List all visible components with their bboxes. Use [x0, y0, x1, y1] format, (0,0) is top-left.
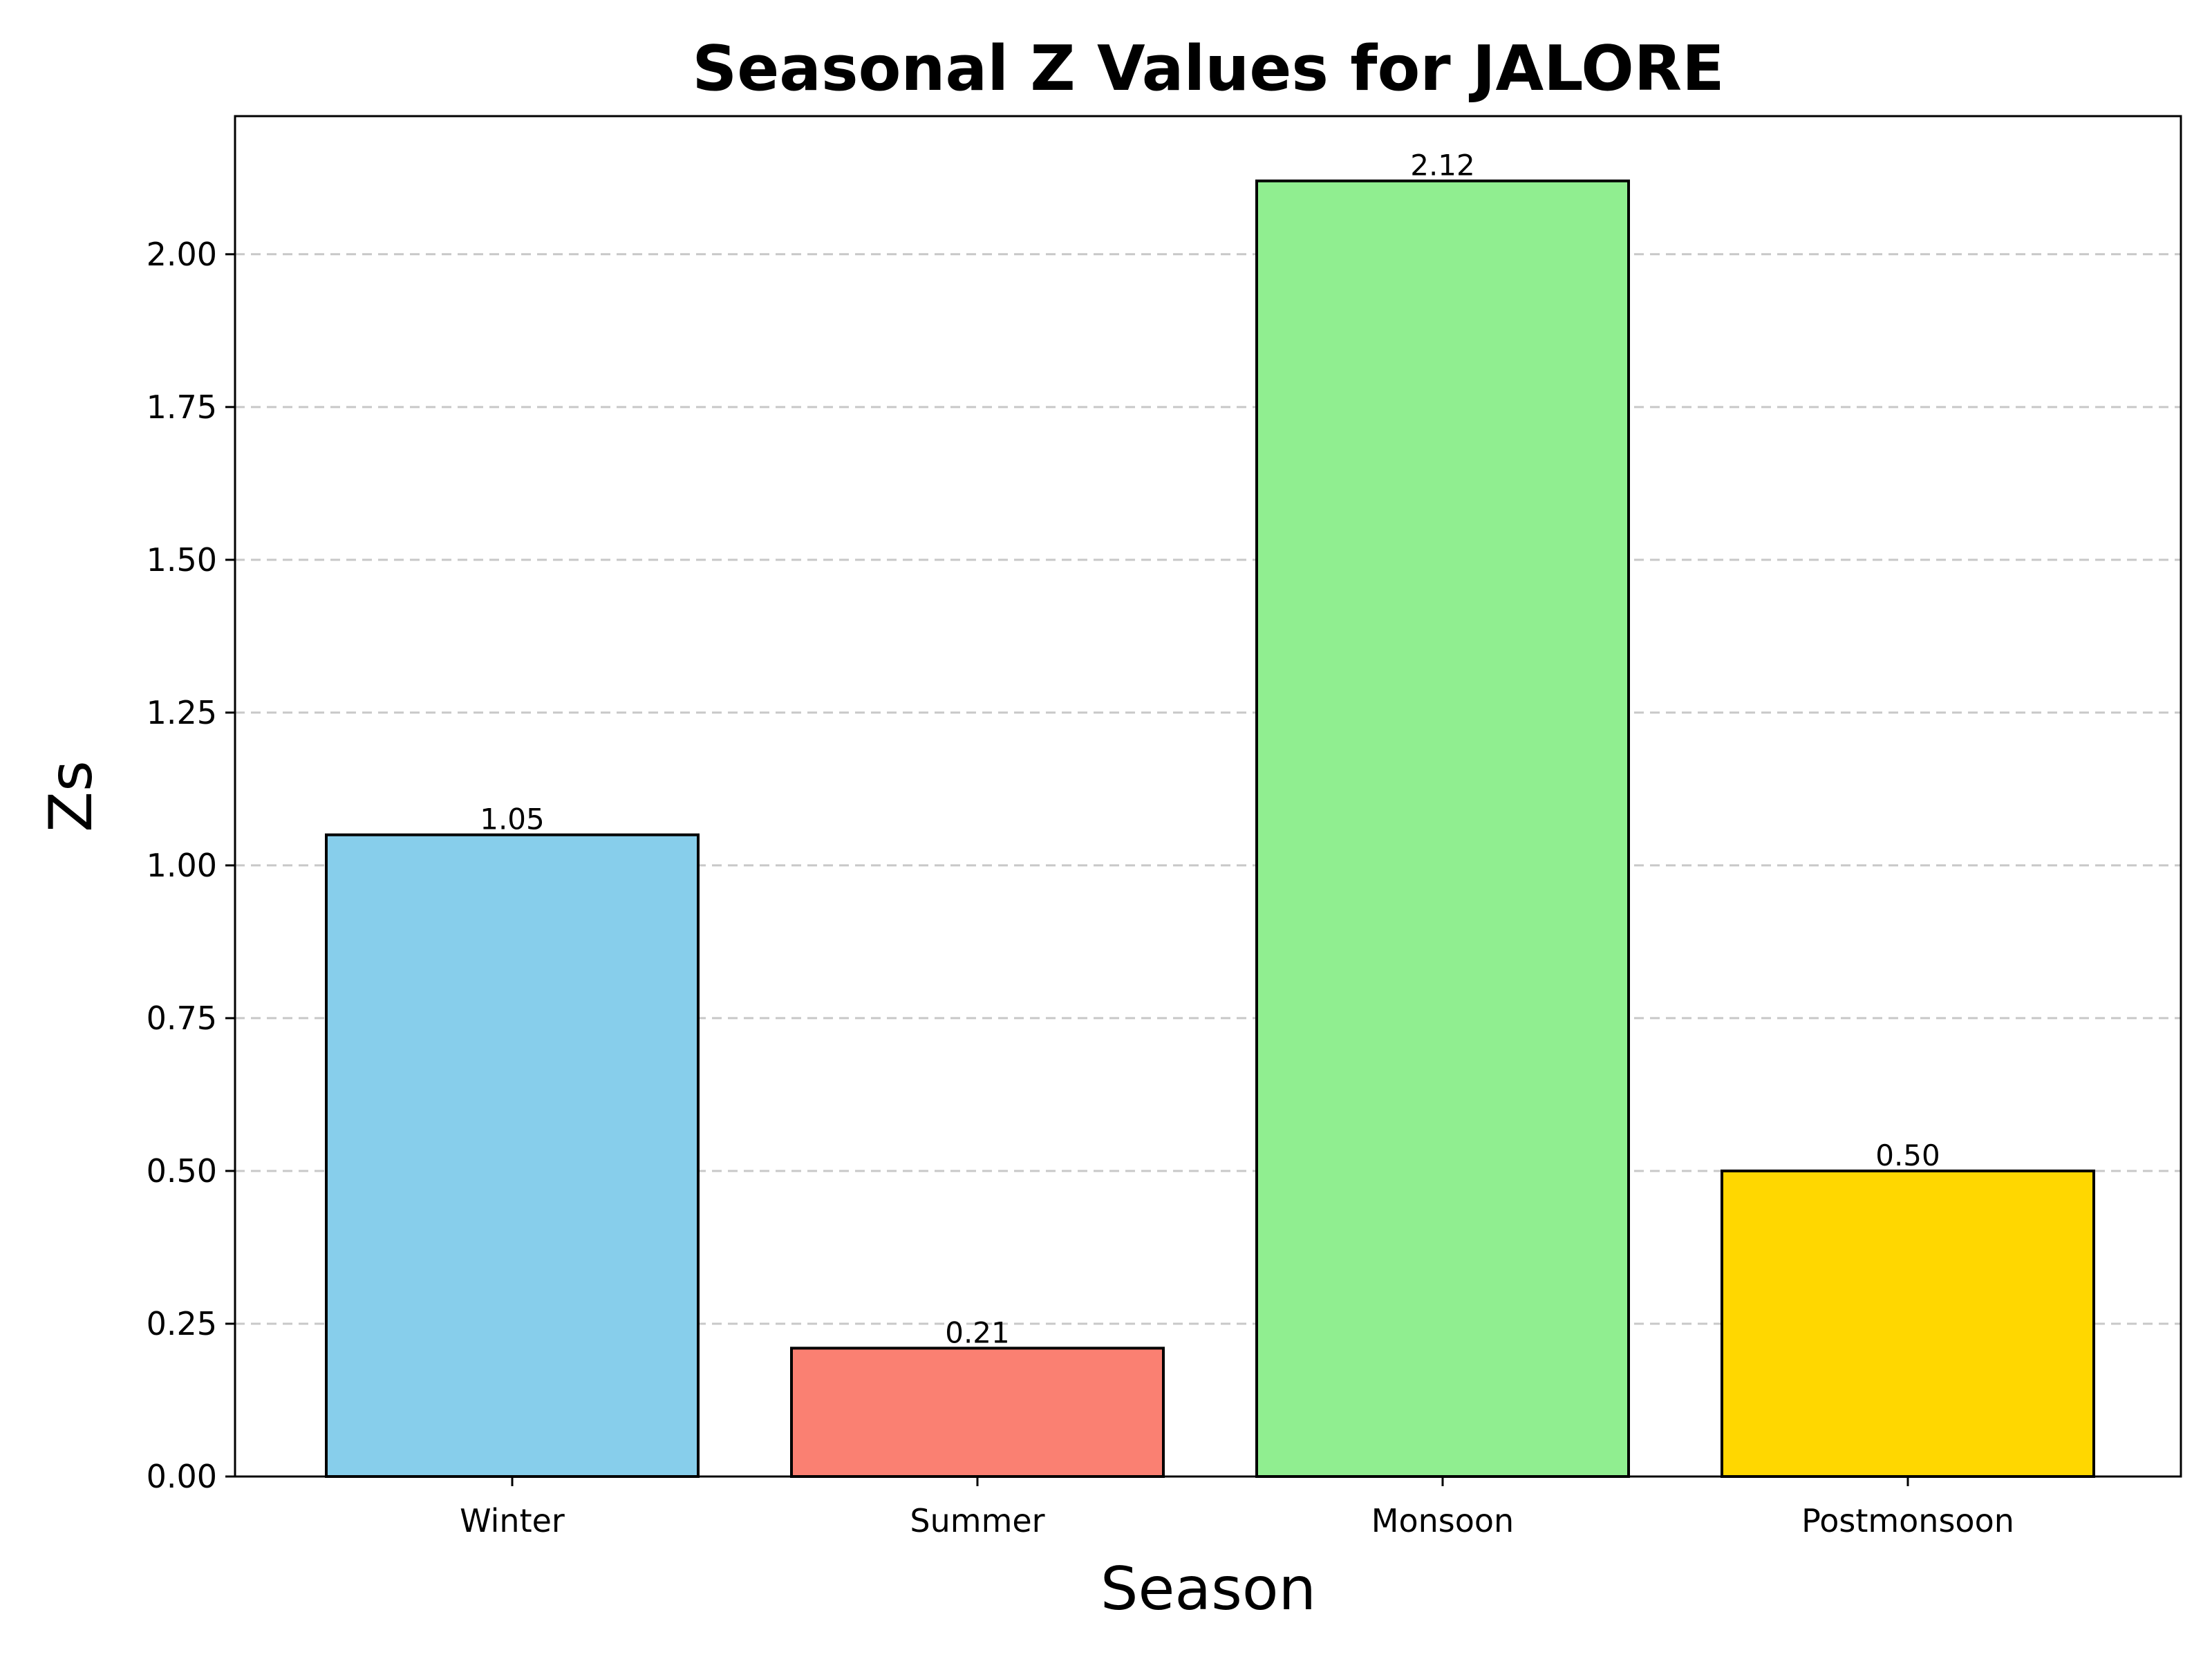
- x-tick-label: Winter: [460, 1502, 565, 1539]
- y-tick-label: 0.25: [147, 1305, 217, 1342]
- bar-value-label: 2.12: [1410, 149, 1475, 182]
- bar-value-labels: 1.05 0.21 2.12 0.50: [480, 149, 1940, 1350]
- bars: [325, 179, 2095, 1479]
- y-tick-label: 1.50: [147, 541, 217, 579]
- y-tick-label: 1.75: [147, 388, 217, 426]
- x-axis-ticks: Winter Summer Monsoon Postmonsoon: [460, 1477, 2014, 1539]
- bar-summer: [790, 1347, 1165, 1478]
- y-tick-label: 1.25: [147, 694, 217, 731]
- x-tick-label: Summer: [910, 1502, 1044, 1539]
- y-tick-label: 0.75: [147, 1000, 217, 1037]
- x-axis-label: Season: [1100, 1555, 1316, 1624]
- y-tick-label: 0.00: [147, 1458, 217, 1495]
- y-axis-ticks: 0.00 0.25 0.50 0.75 1.00 1.25 1.50 1.75 2.00: [147, 236, 235, 1495]
- bar-winter: [325, 833, 700, 1478]
- y-tick-label: 0.50: [147, 1152, 217, 1190]
- x-tick-label: Postmonsoon: [1801, 1502, 2014, 1539]
- chart-title: Seasonal Z Values for JALORE: [692, 32, 1724, 105]
- bar-monsoon: [1255, 179, 1630, 1479]
- bar-value-label: 0.21: [945, 1315, 1010, 1349]
- y-axis-label: Zs: [37, 760, 106, 832]
- x-tick-label: Monsoon: [1371, 1502, 1514, 1539]
- bar-value-label: 0.50: [1875, 1138, 1940, 1172]
- bar-postmonsoon: [1721, 1169, 2095, 1479]
- plot-frame: [234, 115, 2182, 1478]
- bar-value-label: 1.05: [480, 803, 545, 836]
- y-tick-label: 1.00: [147, 847, 217, 884]
- y-tick-label: 2.00: [147, 236, 217, 273]
